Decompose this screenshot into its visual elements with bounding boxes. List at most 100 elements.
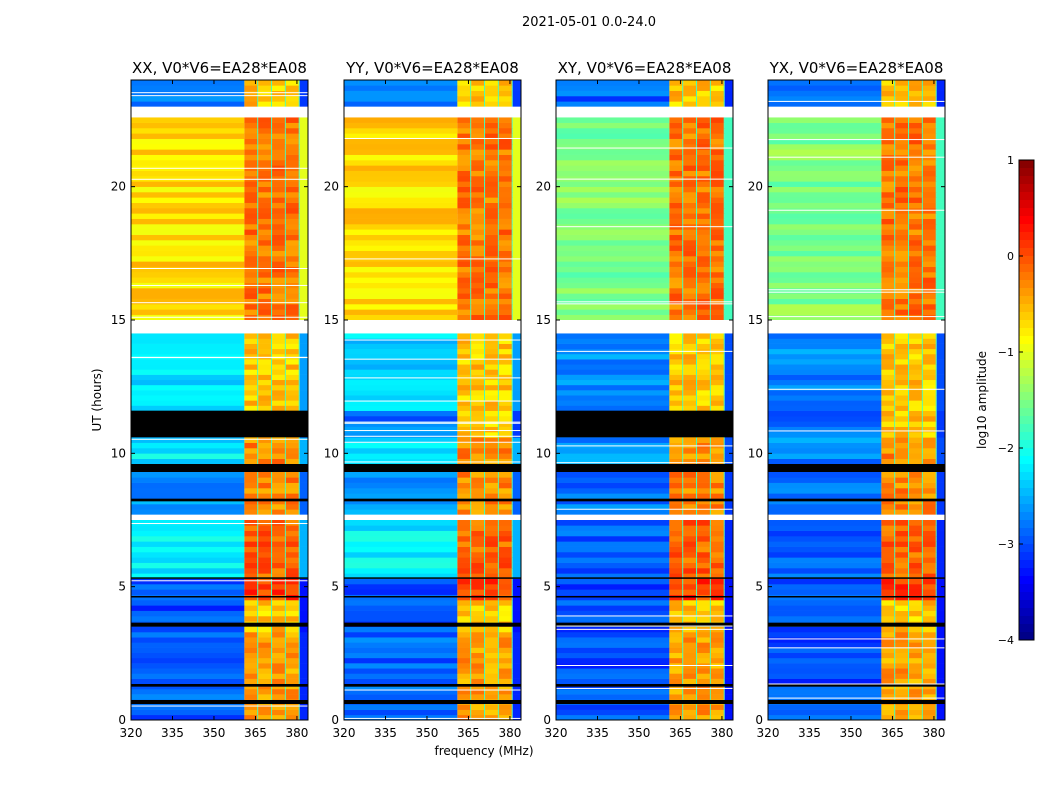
subband-edge	[908, 578, 910, 585]
heatmap-cell	[683, 557, 698, 563]
heatmap-cell	[258, 536, 273, 542]
heatmap-cell	[710, 208, 725, 214]
subband-edge	[470, 552, 472, 558]
subband-edge	[723, 390, 725, 396]
heatmap-cell	[895, 261, 910, 267]
heatmap-cell	[710, 482, 725, 489]
subband-edge	[908, 673, 910, 679]
subband-edge	[257, 245, 259, 251]
heatmap-cell	[457, 432, 472, 438]
subband-edge	[284, 213, 286, 219]
subband-edge	[696, 282, 698, 289]
heatmap-cell	[710, 202, 725, 209]
subband-edge	[470, 359, 472, 365]
heatmap-cell	[669, 304, 684, 310]
subband-edge	[682, 390, 684, 396]
subband-edge	[271, 458, 273, 465]
heatmap-cell	[299, 128, 308, 134]
heatmap-cell	[457, 562, 472, 569]
subband-edge	[484, 448, 486, 454]
subband-edge	[497, 364, 499, 370]
subband-edge	[271, 610, 273, 617]
heatmap-cell	[936, 589, 945, 595]
subband-edge	[696, 642, 698, 648]
subband-edge	[470, 293, 472, 299]
heatmap-cell	[881, 647, 896, 654]
subband-edge	[894, 234, 896, 241]
heatmap-cell	[457, 261, 472, 267]
subband-edge	[271, 678, 273, 685]
heatmap-cell	[881, 277, 896, 283]
heatmap-cell	[471, 573, 486, 579]
heatmap-cell	[669, 536, 684, 542]
heatmap-cell	[485, 557, 499, 563]
heatmap-cell	[922, 234, 937, 241]
heatmap-cell	[299, 218, 308, 225]
subband-edge	[484, 85, 486, 91]
heatmap-cell	[697, 250, 711, 257]
subband-edge	[284, 298, 286, 305]
y-tick-label: 20	[324, 180, 339, 194]
subband-edge	[682, 525, 684, 531]
subband-edge	[696, 584, 698, 590]
subband-edge	[921, 453, 923, 459]
subband-edge	[511, 552, 513, 558]
data-gap-line	[344, 258, 521, 260]
heatmap-cell	[724, 605, 733, 611]
heatmap-cell	[344, 160, 458, 166]
subband-edge	[271, 96, 273, 102]
heatmap-cell	[258, 348, 273, 355]
heatmap-cell	[258, 379, 273, 386]
subband-edge	[511, 482, 513, 489]
heatmap-cell	[498, 426, 513, 433]
subband-edge	[298, 488, 300, 494]
subband-edge	[935, 426, 937, 433]
subband-edge	[709, 390, 711, 396]
subband-edge	[257, 405, 259, 411]
flagged-interval	[344, 498, 521, 502]
heatmap-cell	[697, 288, 711, 294]
heatmap-cell	[471, 509, 486, 515]
heatmap-cell	[556, 400, 670, 406]
heatmap-cell	[881, 509, 896, 515]
subband-edge	[908, 384, 910, 391]
heatmap-cell	[272, 600, 286, 606]
heatmap-cell	[710, 472, 725, 478]
heatmap-cell	[299, 224, 308, 230]
subband-edge	[257, 348, 259, 355]
heatmap-cell	[498, 250, 513, 257]
subband-edge	[696, 170, 698, 177]
subband-edge	[682, 364, 684, 370]
heatmap-cell	[710, 458, 725, 465]
heatmap-cell	[895, 234, 910, 241]
flagged-interval	[344, 596, 521, 598]
heatmap-cell	[724, 390, 733, 396]
heatmap-cell	[512, 90, 521, 97]
subband-edge	[921, 442, 923, 449]
heatmap-cell	[724, 573, 733, 579]
colorbar-segment	[1019, 256, 1034, 265]
heatmap-cell	[485, 309, 499, 315]
subband-edge	[682, 546, 684, 553]
subband-edge	[470, 453, 472, 459]
subband-edge	[894, 458, 896, 465]
heatmap-cell	[683, 673, 698, 679]
heatmap-cell	[710, 117, 725, 123]
heatmap-cell	[881, 584, 896, 590]
heatmap-cell	[710, 605, 725, 611]
heatmap-cell	[768, 240, 882, 246]
heatmap-cell	[485, 298, 499, 305]
heatmap-cell	[683, 482, 698, 489]
heatmap-cell	[683, 688, 698, 695]
heatmap-cell	[285, 472, 300, 478]
heatmap-cell	[244, 642, 259, 648]
heatmap-cell	[768, 128, 882, 134]
heatmap-cell	[512, 688, 521, 695]
heatmap-cell	[344, 186, 458, 193]
subband-edge	[709, 374, 711, 381]
subband-edge	[257, 663, 259, 669]
subband-edge	[921, 165, 923, 171]
heatmap-cell	[498, 498, 513, 505]
subband-edge	[935, 589, 937, 595]
subband-edge	[298, 642, 300, 648]
